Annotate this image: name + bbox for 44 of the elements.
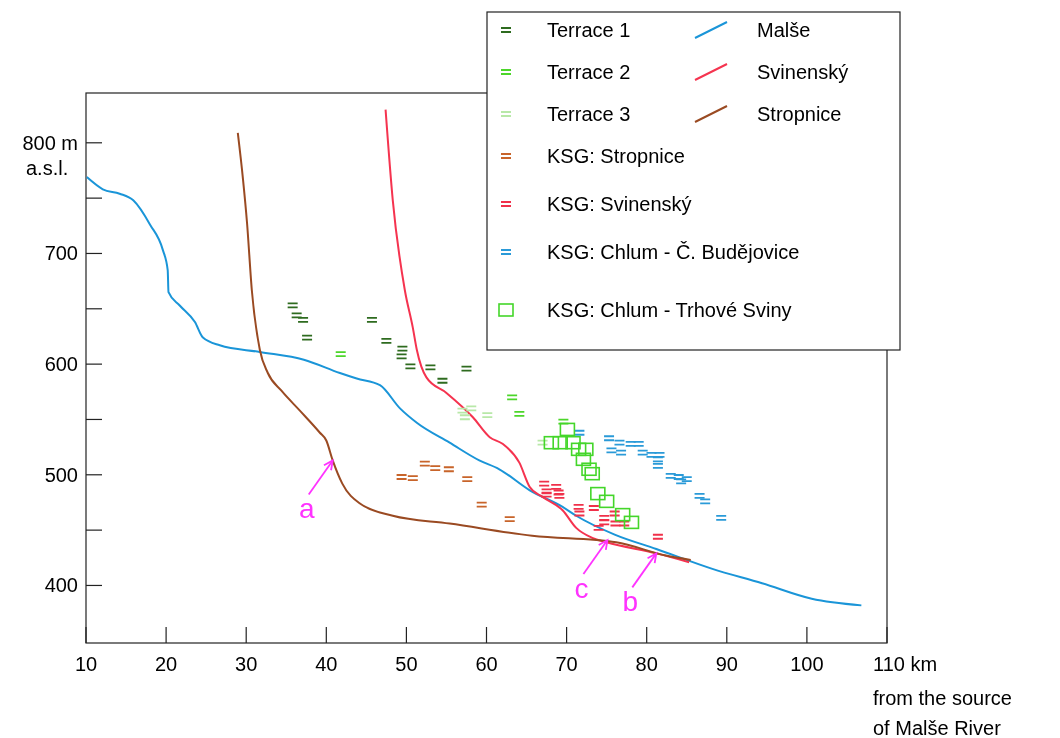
x-tick-label: 10 bbox=[74, 653, 98, 675]
x-tick-label: 100 bbox=[790, 653, 824, 675]
x-tick-label: 50 bbox=[395, 653, 418, 675]
legend-label: KSG: Chlum - Trhové Sviny bbox=[547, 299, 792, 321]
annotation: b bbox=[622, 586, 639, 618]
x-tick-label: 90 bbox=[715, 653, 738, 675]
legend-label: Svinenský bbox=[757, 61, 849, 83]
y-tick-label: 800 m bbox=[22, 131, 78, 154]
legend-label: Terrace 1 bbox=[547, 19, 631, 41]
x-tick-label: 70 bbox=[555, 653, 578, 675]
legend-label: KSG: Svinenský bbox=[547, 193, 692, 215]
y-axis-title: a.s.l. bbox=[26, 156, 69, 179]
point bbox=[570, 442, 587, 457]
x-tick-label: 30 bbox=[235, 653, 258, 675]
x-tick-label: 60 bbox=[475, 653, 498, 675]
legend-label: Malše bbox=[757, 19, 811, 41]
y-tick-label: 700 bbox=[44, 242, 78, 265]
point bbox=[590, 486, 606, 501]
point bbox=[559, 422, 576, 437]
point bbox=[623, 515, 640, 530]
x-tick-label: 80 bbox=[635, 653, 658, 675]
point bbox=[543, 435, 560, 450]
point bbox=[565, 435, 581, 450]
y-tick-label: 500 bbox=[44, 463, 78, 486]
y-tick-label: 400 bbox=[44, 574, 78, 597]
point bbox=[584, 466, 601, 481]
point bbox=[581, 462, 597, 477]
point bbox=[575, 452, 592, 467]
x-tick-label: 40 bbox=[315, 653, 338, 675]
annotation: a bbox=[298, 493, 315, 525]
x-tick-label: 110 km bbox=[873, 653, 938, 675]
point bbox=[614, 507, 631, 522]
legend-label: KSG: Stropnice bbox=[547, 145, 685, 167]
point bbox=[598, 494, 615, 509]
point bbox=[578, 442, 594, 457]
legend-label: Terrace 2 bbox=[547, 61, 631, 83]
legend-label: KSG: Chlum - Č. Budějovice bbox=[547, 241, 800, 263]
legend-label: Stropnice bbox=[757, 103, 842, 125]
legend-label: Terrace 3 bbox=[547, 103, 631, 125]
annotation: c bbox=[574, 573, 589, 605]
x-axis-title: from the source of Malše River bbox=[873, 687, 1012, 738]
point bbox=[552, 435, 568, 450]
x-tick-label: 20 bbox=[154, 653, 178, 675]
y-tick-label: 600 bbox=[44, 353, 78, 376]
